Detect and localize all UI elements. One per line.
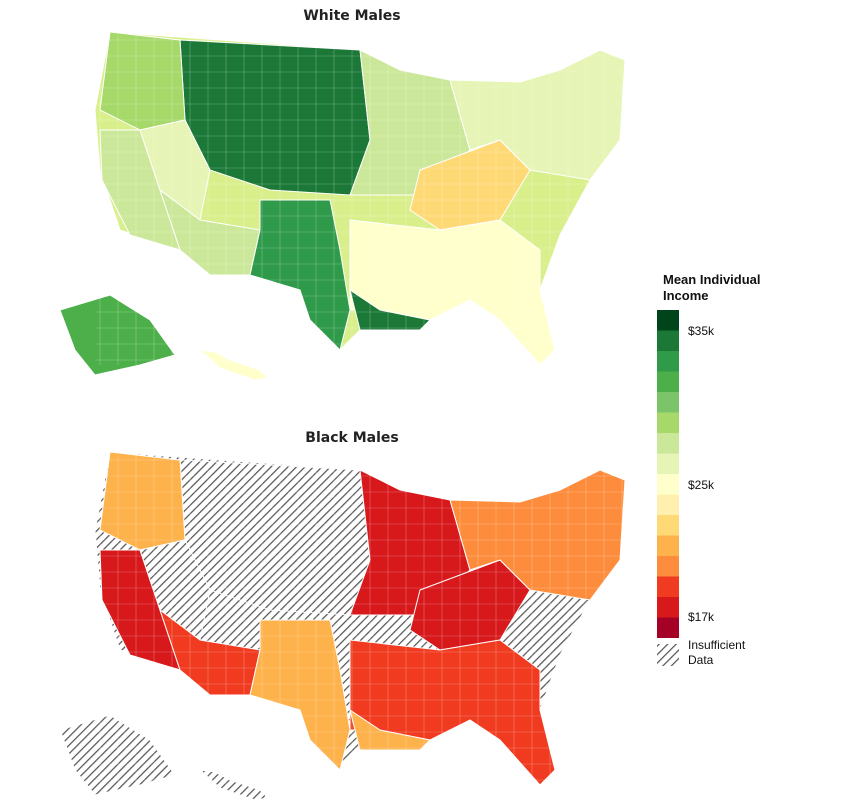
choropleth-map-white-males (59, 31, 626, 380)
map-title-white-males: White Males (303, 8, 401, 24)
legend-swatch (657, 535, 679, 556)
choropleth-map-black-males (59, 451, 626, 800)
legend-swatch (657, 330, 679, 351)
legend-title-line2: Income (663, 288, 709, 303)
legend-tick-25k: $25k (688, 478, 715, 492)
region-gulf-coast (349, 288, 432, 331)
legend-swatch (657, 617, 679, 638)
legend-swatch (657, 494, 679, 515)
region-texas (249, 619, 351, 771)
region-alaska (59, 714, 176, 796)
legend: Mean Individual Income $35k $25k $17k In… (655, 272, 845, 672)
legend-insufficient-data: Insufficient Data (688, 638, 745, 668)
region-great-basin (139, 539, 211, 641)
legend-tick-35k: $35k (688, 324, 715, 338)
region-southeast (349, 219, 556, 366)
legend-color-scale (657, 310, 679, 666)
region-northeast (449, 49, 626, 181)
region-great-basin (139, 119, 211, 221)
legend-swatch (657, 310, 679, 331)
map-title-black-males: Black Males (305, 430, 399, 446)
region-hawaii (198, 769, 270, 800)
legend-swatch (657, 515, 679, 536)
legend-swatch (657, 576, 679, 597)
region-gulf-coast (349, 708, 432, 751)
region-hawaii (198, 349, 270, 380)
legend-swatch (657, 474, 679, 495)
legend-swatch (657, 351, 679, 372)
legend-swatch (657, 371, 679, 392)
region-southeast (349, 639, 556, 786)
legend-tick-17k: $17k (688, 610, 715, 624)
legend-na-line1: Insufficient (688, 638, 746, 652)
legend-title-line1: Mean Individual (663, 272, 761, 287)
legend-swatch (657, 453, 679, 474)
legend-na-line2: Data (688, 653, 714, 667)
region-alaska (59, 294, 176, 376)
legend-swatch (657, 392, 679, 413)
region-texas (249, 199, 351, 351)
legend-swatch (657, 412, 679, 433)
legend-swatch (657, 556, 679, 577)
region-northeast (449, 469, 626, 601)
legend-swatch (657, 597, 679, 618)
legend-title: Mean Individual Income (663, 272, 813, 304)
legend-swatch-insufficient (657, 644, 679, 666)
legend-swatch (657, 433, 679, 454)
